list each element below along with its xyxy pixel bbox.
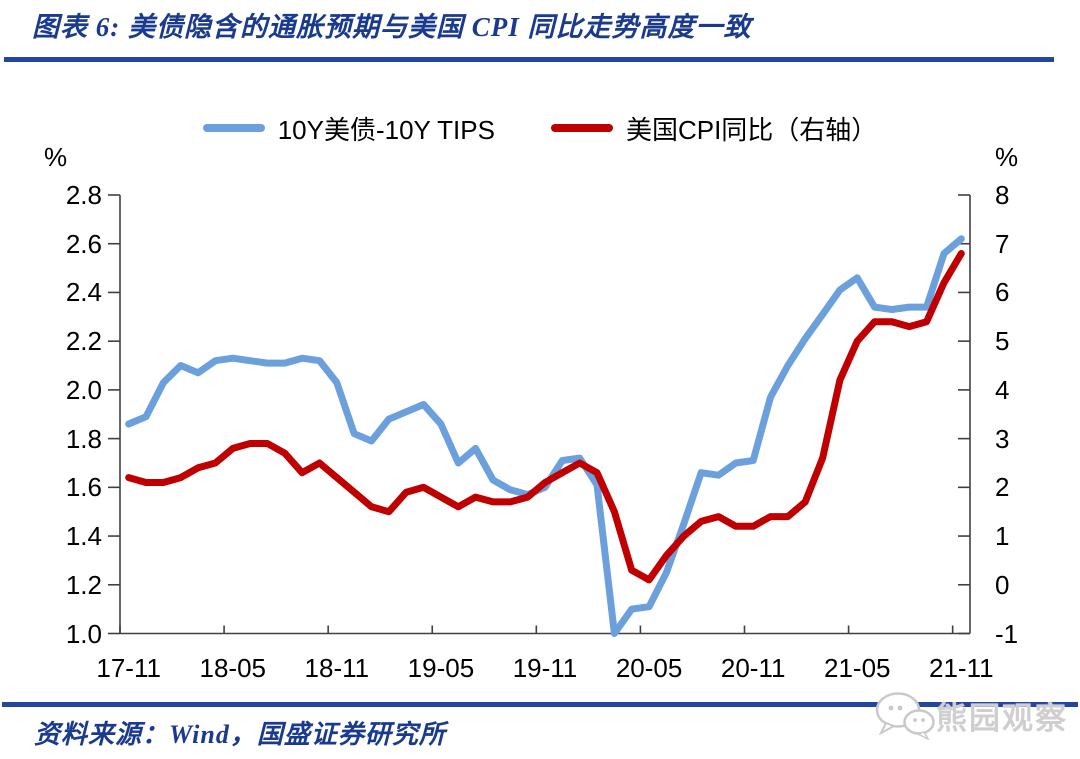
x-axis-tick-label: 21-11 (929, 653, 994, 683)
left-axis-tick-label: 2.2 (65, 326, 102, 357)
left-axis-tick-label: 2.6 (65, 228, 102, 259)
source-note: 资料来源：Wind，国盛证券研究所 (34, 720, 446, 749)
legend-swatch-red (550, 124, 613, 132)
right-axis-tick-label: 0 (995, 569, 1010, 600)
right-axis-tick-label: 3 (995, 423, 1010, 454)
left-axis-unit: % (44, 142, 68, 172)
left-axis-tick-label: 2.4 (65, 277, 102, 308)
right-axis-tick-label: 4 (995, 374, 1010, 405)
x-axis-tick-label: 19-05 (407, 653, 475, 683)
left-axis-tick-label: 1.0 (65, 618, 102, 649)
wechat-icon (875, 692, 935, 740)
left-axis-tick-label: 1.8 (65, 423, 102, 454)
x-axis-tick-label: 21-05 (823, 653, 891, 683)
series-line-breakeven (125, 235, 965, 637)
x-axis-tick-label: 20-11 (720, 653, 786, 683)
legend-label-breakeven: 10Y美债-10Y TIPS (277, 114, 495, 145)
left-axis-tick-label: 1.6 (65, 472, 102, 503)
x-axis-tick-label: 18-11 (304, 653, 370, 683)
left-axis-tick-label: 2.8 (65, 180, 102, 210)
legend: 10Y美债-10Y TIPS 美国CPI同比（右轴） (0, 110, 1080, 146)
right-axis-tick-label: 5 (995, 326, 1010, 357)
right-axis-tick-label: -1 (995, 618, 1019, 649)
legend-swatch-blue (202, 124, 265, 132)
x-axis-tick-label: 20-05 (615, 653, 683, 683)
footer-rule (2, 702, 1078, 707)
legend-label-cpi: 美国CPI同比（右轴） (625, 114, 878, 145)
right-axis-tick-label: 6 (995, 277, 1010, 308)
right-axis-unit: % (995, 142, 1019, 172)
right-axis-tick-label: 2 (995, 472, 1010, 503)
left-axis-tick-label: 1.4 (65, 521, 102, 552)
right-axis-tick-label: 7 (995, 228, 1010, 259)
x-axis-tick-label: 19-11 (512, 653, 578, 683)
left-axis-tick-label: 1.2 (65, 569, 102, 600)
watermark: 熊园观察 (872, 690, 1068, 740)
legend-item-cpi: 美国CPI同比（右轴） (550, 110, 878, 147)
watermark-text: 熊园观察 (936, 700, 1068, 736)
x-axis-tick-label: 17-11 (96, 653, 161, 683)
chart-title: 图表 6: 美债隐含的通胀预期与美国 CPI 同比走势高度一致 (32, 12, 752, 42)
title-rule (4, 57, 1054, 62)
legend-item-breakeven: 10Y美债-10Y TIPS (202, 110, 495, 147)
left-axis-tick-label: 2.0 (65, 374, 102, 405)
x-axis-tick-label: 18-05 (199, 653, 267, 683)
right-axis-tick-label: 8 (995, 180, 1010, 210)
series-line-cpi (125, 250, 965, 584)
right-axis-tick-label: 1 (995, 521, 1010, 552)
